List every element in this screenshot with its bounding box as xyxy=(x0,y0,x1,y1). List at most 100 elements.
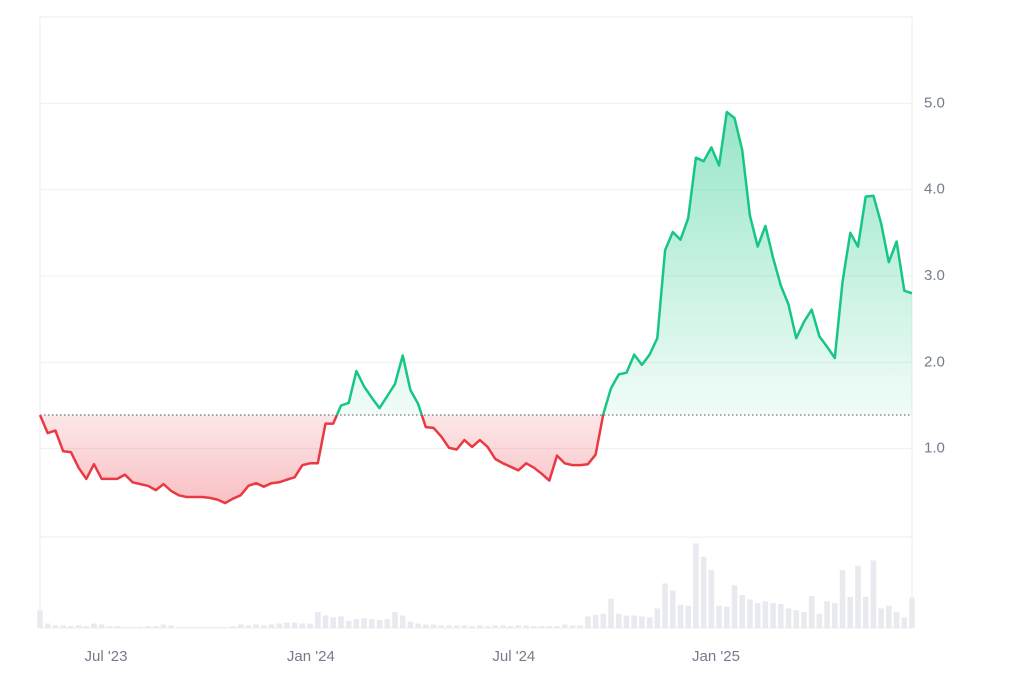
volume-bar xyxy=(430,624,437,628)
volume-bar xyxy=(770,603,776,628)
volume-bar xyxy=(901,617,908,628)
area-up xyxy=(336,112,912,415)
volume-bar xyxy=(376,619,383,628)
volume-bar xyxy=(631,615,637,628)
volume-bar xyxy=(855,565,861,628)
volume-bar xyxy=(677,604,684,628)
volume-bar xyxy=(531,626,537,628)
volume-bar xyxy=(500,625,506,628)
volume-bar xyxy=(484,626,491,628)
volume-bar xyxy=(260,625,267,628)
volume-bar xyxy=(230,626,236,628)
volume-bar xyxy=(91,623,97,628)
volume-bar xyxy=(122,627,128,628)
volume-bar xyxy=(538,626,545,628)
area-down xyxy=(40,414,912,504)
volume-bar xyxy=(793,610,800,628)
volume-bar xyxy=(52,625,59,628)
volume-bar xyxy=(183,627,190,628)
volume-bar xyxy=(685,605,692,628)
volume-bar xyxy=(384,619,391,628)
volume-bar xyxy=(453,625,460,628)
volume-bar xyxy=(44,623,51,628)
volume-bar xyxy=(399,615,406,628)
volume-bar xyxy=(592,614,599,628)
volume-bar xyxy=(168,625,174,628)
y-tick-label: 1.0 xyxy=(924,440,945,457)
volume-bar xyxy=(669,590,676,628)
volume-bar xyxy=(214,627,221,628)
x-tick-label: Jul '24 xyxy=(492,648,535,665)
volume-bar xyxy=(276,623,283,628)
volume-bar xyxy=(754,603,761,628)
x-tick-label: Jan '24 xyxy=(287,648,335,665)
volume-bar xyxy=(507,626,514,628)
volume-bar xyxy=(554,626,560,628)
volume-bar xyxy=(785,608,792,628)
volume-bar xyxy=(392,611,398,628)
volume-bar xyxy=(870,560,877,628)
volume-bar xyxy=(469,626,475,628)
y-tick-label: 2.0 xyxy=(924,353,945,370)
volume-bar xyxy=(361,618,367,628)
volume-bar xyxy=(75,625,82,628)
volume-bar xyxy=(253,624,259,628)
volume-bar xyxy=(778,603,784,628)
volume-bar xyxy=(446,625,452,628)
volume-bar xyxy=(639,616,645,628)
volume-bar xyxy=(747,599,753,628)
volume-bar xyxy=(137,627,144,628)
volume-bar xyxy=(577,625,583,628)
volume-bar xyxy=(909,597,915,628)
volume-bar xyxy=(98,624,105,628)
volume-bar xyxy=(423,624,429,628)
volume-bar xyxy=(322,615,329,628)
volume-bar xyxy=(145,626,151,628)
volume-bar xyxy=(615,613,622,628)
volume-bar xyxy=(716,605,722,628)
volume-bar xyxy=(83,626,90,628)
volume-bar xyxy=(345,620,352,628)
y-tick-label: 4.0 xyxy=(924,181,945,198)
volume-bar xyxy=(847,596,854,628)
volume-bar xyxy=(700,556,707,628)
volume-bar xyxy=(106,626,113,628)
y-tick-label: 5.0 xyxy=(924,94,945,111)
volume-bar xyxy=(152,626,159,628)
volume-bar xyxy=(585,616,591,628)
y-tick-label: 3.0 xyxy=(924,267,945,284)
volume-bar xyxy=(245,625,252,628)
volume-bar xyxy=(477,625,483,628)
volume-bar xyxy=(284,622,290,628)
line-down xyxy=(38,414,605,505)
volume-bar xyxy=(762,601,769,628)
volume-bar xyxy=(623,615,630,628)
volume-bar xyxy=(307,623,313,628)
volume-bar xyxy=(515,625,522,628)
volume-bar xyxy=(338,616,344,628)
volume-bar xyxy=(708,570,715,628)
volume-bar xyxy=(369,619,375,628)
volume-bar xyxy=(824,601,830,628)
volume-bar xyxy=(299,623,306,628)
volume-bar xyxy=(723,606,730,628)
volume-bar xyxy=(569,625,576,628)
volume-bar xyxy=(808,595,815,628)
volume-bar xyxy=(353,619,360,628)
volume-bar xyxy=(68,626,74,628)
volume-bar xyxy=(561,624,568,628)
volume-bar xyxy=(646,617,653,628)
volume-bar xyxy=(816,613,823,628)
volume-bar xyxy=(407,621,414,628)
volume-bar xyxy=(415,623,421,628)
volume-bar xyxy=(862,596,869,628)
volume-bar xyxy=(608,598,614,628)
volume-bar xyxy=(893,611,900,628)
volume-bar xyxy=(886,605,892,628)
volume-bar xyxy=(461,625,468,628)
volume-bar xyxy=(693,543,699,628)
x-tick-label: Jul '23 xyxy=(85,648,128,665)
line-up xyxy=(40,110,913,415)
volume-bar xyxy=(160,624,167,628)
volume-bar xyxy=(330,617,337,628)
